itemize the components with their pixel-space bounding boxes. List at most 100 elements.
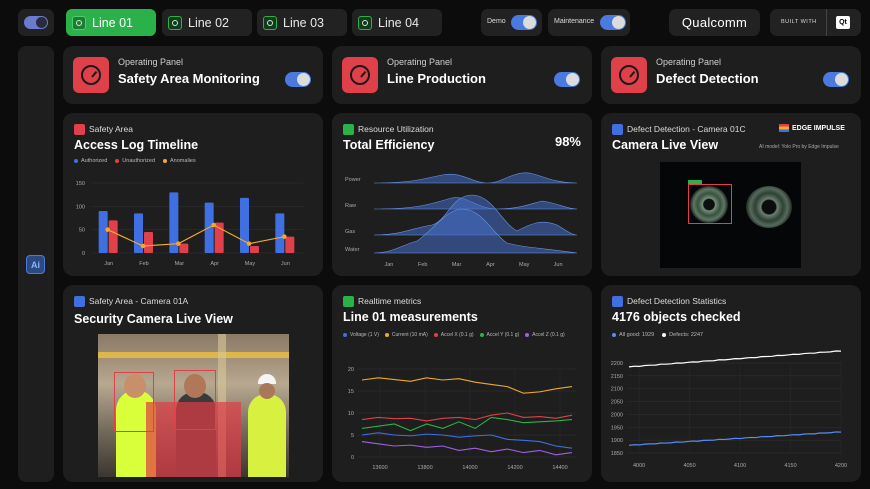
tab-line-01[interactable]: Line 01	[66, 9, 156, 36]
x-tick-label: Jan	[384, 262, 393, 268]
ai-assistant-button[interactable]: Ai	[26, 255, 45, 274]
anomaly-point	[105, 227, 110, 232]
panel-defect-detection: Operating Panel Defect Detection	[601, 46, 861, 104]
detection-box	[688, 184, 732, 224]
row-label: Power	[345, 177, 361, 183]
card-subtitle: Safety Area	[89, 124, 133, 134]
x-tick-label: 4150	[784, 463, 796, 469]
access-log-chart: 0 50 100 150 Jan Feb Mar Apr May Jun	[76, 181, 303, 267]
tab-line-04[interactable]: Line 04	[352, 9, 442, 36]
x-tick-label: 13800	[417, 465, 432, 471]
x-tick-label: Feb	[418, 262, 427, 268]
resource-card: Resource Utilization Total Efficiency 98…	[332, 113, 592, 276]
series-line	[361, 441, 573, 456]
theme-toggle-button[interactable]	[18, 9, 54, 36]
ridge-area	[373, 172, 578, 184]
worker-head	[184, 374, 206, 398]
access-log-card: Safety Area Access Log Timeline Authoriz…	[63, 113, 323, 276]
x-tick-label: May	[519, 262, 530, 268]
card-title: Access Log Timeline	[74, 138, 199, 152]
chart-legend: All good: 1929 Defects: 2247	[612, 332, 703, 338]
legend-item: Voltage (1 V)	[343, 332, 379, 338]
ridge-area	[373, 208, 578, 254]
y-tick-label: 100	[76, 204, 85, 210]
card-subtitle: Defect Detection Statistics	[627, 296, 727, 306]
y-tick-label: 150	[76, 181, 85, 187]
y-tick-label: 20	[348, 367, 354, 373]
legend-item: All good: 1929	[612, 332, 654, 338]
line-production-toggle[interactable]	[554, 72, 580, 87]
tab-label: Line 01	[92, 15, 134, 30]
detection-box	[114, 372, 154, 432]
legend-item: Accel Y (0.1 g)	[479, 332, 519, 338]
series-line	[361, 432, 573, 449]
card-title: 4176 objects checked	[612, 310, 741, 324]
card-subtitle: Safety Area - Camera 01A	[89, 296, 189, 306]
activity-icon	[74, 124, 85, 135]
row-label: Raw	[345, 203, 356, 209]
y-tick-label: 0	[351, 455, 354, 461]
tab-line-03[interactable]: Line 03	[257, 9, 347, 36]
tab-label: Line 04	[378, 15, 420, 30]
x-tick-label: 4100	[734, 463, 746, 469]
bar	[108, 220, 118, 253]
x-tick-label: Apr	[486, 262, 495, 268]
panel-title: Line Production	[387, 71, 486, 86]
theme-toggle-icon	[24, 16, 48, 29]
panel-line-production: Operating Panel Line Production	[332, 46, 592, 104]
security-camera-feed	[98, 334, 289, 477]
camera-01a-card: Safety Area - Camera 01A Security Camera…	[63, 285, 323, 482]
series-line	[361, 416, 573, 432]
panel-title: Safety Area Monitoring	[118, 71, 260, 86]
anomaly-point	[176, 241, 181, 246]
defect-detection-toggle[interactable]	[823, 72, 849, 87]
edge-impulse-logo: EDGE IMPULSE	[779, 124, 845, 132]
bar	[214, 222, 224, 253]
series-line	[628, 431, 842, 446]
panel-title: Defect Detection	[656, 71, 759, 86]
bar	[250, 246, 259, 253]
x-tick-label: 13600	[372, 465, 387, 471]
panel-safety-area: Operating Panel Safety Area Monitoring	[63, 46, 323, 104]
camera-icon	[612, 124, 623, 135]
series-line	[361, 412, 573, 422]
card-title: Line 01 measurements	[343, 310, 478, 324]
worker-helmet	[258, 374, 276, 384]
demo-toggle[interactable]	[511, 15, 537, 30]
y-tick-label: 1900	[611, 438, 623, 444]
legend-item: Defects: 2247	[662, 332, 703, 338]
bar	[98, 211, 108, 253]
demo-label: Demo	[487, 18, 506, 25]
x-tick-label: Jan	[104, 261, 113, 267]
x-tick-label: Jun	[281, 261, 290, 267]
built-with-badge: BUILT WITH Qt	[770, 9, 861, 36]
anomaly-point	[246, 241, 252, 246]
x-tick-label: 4050	[683, 463, 695, 469]
x-tick-label: 4000	[633, 463, 645, 469]
y-tick-label: 15	[348, 389, 354, 395]
y-tick-label: 1950	[611, 425, 623, 431]
qt-logo-icon: Qt	[836, 16, 850, 29]
card-subtitle: Resource Utilization	[358, 124, 434, 134]
defect-stats-chart: 1850 1900 1950 2000 2050 2100 2150 2200 4000 4050…	[611, 350, 847, 469]
safety-area-toggle[interactable]	[285, 72, 311, 87]
x-tick-label: Jun	[554, 262, 563, 268]
demo-control: Demo	[481, 9, 542, 36]
anomaly-point	[211, 222, 216, 228]
gauge-icon	[342, 57, 378, 93]
worker-head	[124, 374, 146, 398]
anomaly-point	[140, 243, 146, 249]
metrics-icon	[343, 296, 354, 307]
worker-head	[259, 383, 275, 399]
built-with-text: BUILT WITH	[781, 19, 817, 25]
tab-label: Line 03	[283, 15, 325, 30]
gear-icon	[263, 15, 277, 30]
card-subtitle: Realtime metrics	[358, 296, 422, 306]
camera-icon	[74, 296, 85, 307]
maintenance-toggle[interactable]	[600, 15, 626, 30]
x-tick-label: 14000	[462, 465, 477, 471]
tab-line-02[interactable]: Line 02	[162, 9, 252, 36]
series-line	[628, 350, 842, 368]
panel-subtitle: Operating Panel	[118, 57, 184, 67]
card-title: Security Camera Live View	[74, 312, 233, 326]
